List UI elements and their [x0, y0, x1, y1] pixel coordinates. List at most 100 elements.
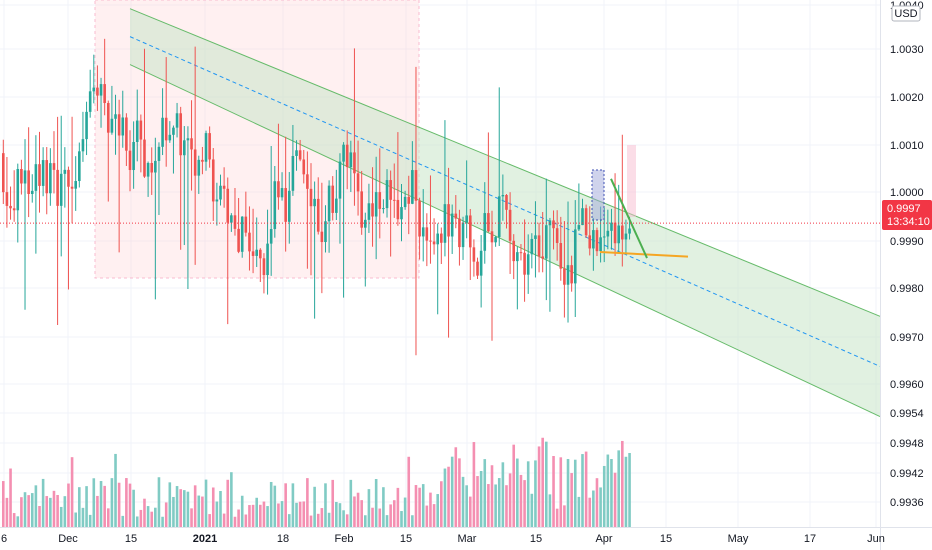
volume-bar — [9, 468, 12, 527]
volume-bar — [81, 507, 85, 527]
volume-bar — [23, 492, 27, 527]
volume-bar — [110, 478, 114, 527]
volume-bar — [566, 458, 570, 527]
candle-body — [421, 227, 425, 237]
volume-bar — [193, 485, 197, 527]
candle-body — [566, 265, 570, 285]
volume-bar — [490, 465, 494, 527]
volume-bar — [132, 489, 135, 527]
volume-bar — [621, 440, 624, 527]
candle-body — [316, 198, 320, 232]
candle-body — [52, 163, 56, 170]
candle-body — [49, 163, 52, 194]
volume-bar — [367, 489, 371, 527]
volume-bar — [440, 481, 443, 527]
volume-bar — [371, 507, 374, 527]
volume-bar — [385, 515, 389, 527]
candle-body — [338, 161, 342, 199]
candle-body — [519, 252, 523, 254]
candle-body — [287, 190, 291, 222]
volume-bar — [125, 478, 128, 527]
candle-body — [432, 241, 436, 245]
candle-body — [70, 186, 74, 189]
candle-body — [208, 133, 211, 160]
candle-body — [78, 151, 81, 182]
volume-bar — [197, 495, 201, 527]
volume-bar — [584, 451, 588, 527]
volume-bar — [479, 471, 483, 527]
volume-bar — [320, 508, 324, 527]
volume-bar — [190, 508, 193, 527]
volume-bar — [421, 484, 425, 527]
volume-bar — [269, 481, 273, 527]
volume-bar — [56, 494, 59, 527]
volume-bar — [592, 490, 595, 527]
volume-bar — [219, 491, 222, 527]
volume-bar — [573, 459, 577, 527]
volume-bar — [487, 484, 490, 527]
candle-body — [277, 181, 280, 198]
volume-bar — [154, 507, 157, 527]
y-axis[interactable]: 1.00401.00301.00201.00101.00000.99900.99… — [880, 0, 924, 550]
volume-bar — [389, 504, 392, 527]
candle-body — [280, 188, 284, 198]
volume-bar — [240, 495, 244, 527]
y-tick-label: 0.9960 — [890, 379, 924, 391]
volume-bar — [497, 478, 501, 527]
volume-bar — [5, 497, 9, 527]
candle-body — [537, 235, 541, 257]
candle-body — [88, 91, 92, 112]
volume-bar — [425, 505, 429, 527]
volume-bar — [342, 510, 345, 527]
volume-bar — [581, 454, 584, 527]
candle-body — [56, 169, 59, 206]
volume-bar — [150, 511, 154, 527]
x-tick-label: Dec — [58, 533, 78, 545]
volume-bar — [530, 493, 534, 527]
volume-bar — [244, 514, 248, 527]
volume-bar — [378, 508, 382, 527]
volume-bar — [215, 501, 219, 527]
candle-body — [226, 188, 230, 223]
y-tick-label: 1.0000 — [890, 187, 924, 199]
volume-bar — [613, 472, 617, 527]
volume-bar — [59, 506, 63, 527]
trend-channel — [129, 8, 881, 417]
volume-bar — [284, 483, 287, 527]
candle-body — [516, 252, 519, 262]
candle-body — [396, 199, 400, 220]
volume-bar — [570, 473, 573, 527]
candle-body — [306, 174, 309, 189]
volume-bar — [610, 459, 613, 527]
candle-body — [436, 233, 439, 245]
candle-body — [150, 163, 154, 173]
current-price-value: 0.9997 — [887, 203, 921, 215]
volume-bar — [96, 495, 99, 527]
volume-bar — [349, 479, 353, 527]
candle-body — [494, 237, 497, 243]
candle-body — [259, 249, 262, 259]
candle-body — [92, 87, 96, 92]
volume-bar — [20, 497, 23, 527]
candle-body — [295, 150, 298, 156]
x-axis[interactable]: 6 Dec 15 2021 18 Feb 15 Mar 15 Apr 15 May 17 Jun — [0, 527, 932, 546]
volume-bar — [563, 505, 566, 527]
currency-label-text: USD — [894, 8, 917, 20]
candle-body — [12, 208, 16, 211]
green-trendline — [610, 178, 648, 259]
candle-body — [577, 225, 581, 230]
candle-body — [30, 190, 34, 195]
candle-body — [262, 258, 266, 276]
candle-body — [487, 213, 490, 232]
candle-body — [85, 111, 88, 140]
candle-body — [81, 139, 85, 152]
candle-body — [400, 207, 403, 220]
candle-body — [291, 155, 295, 191]
candle-body — [595, 230, 599, 252]
volume-bar — [468, 496, 472, 527]
candle-body — [121, 117, 125, 136]
candle-body — [139, 120, 143, 140]
channel-midline — [129, 36, 881, 367]
volume-bar — [78, 487, 81, 527]
